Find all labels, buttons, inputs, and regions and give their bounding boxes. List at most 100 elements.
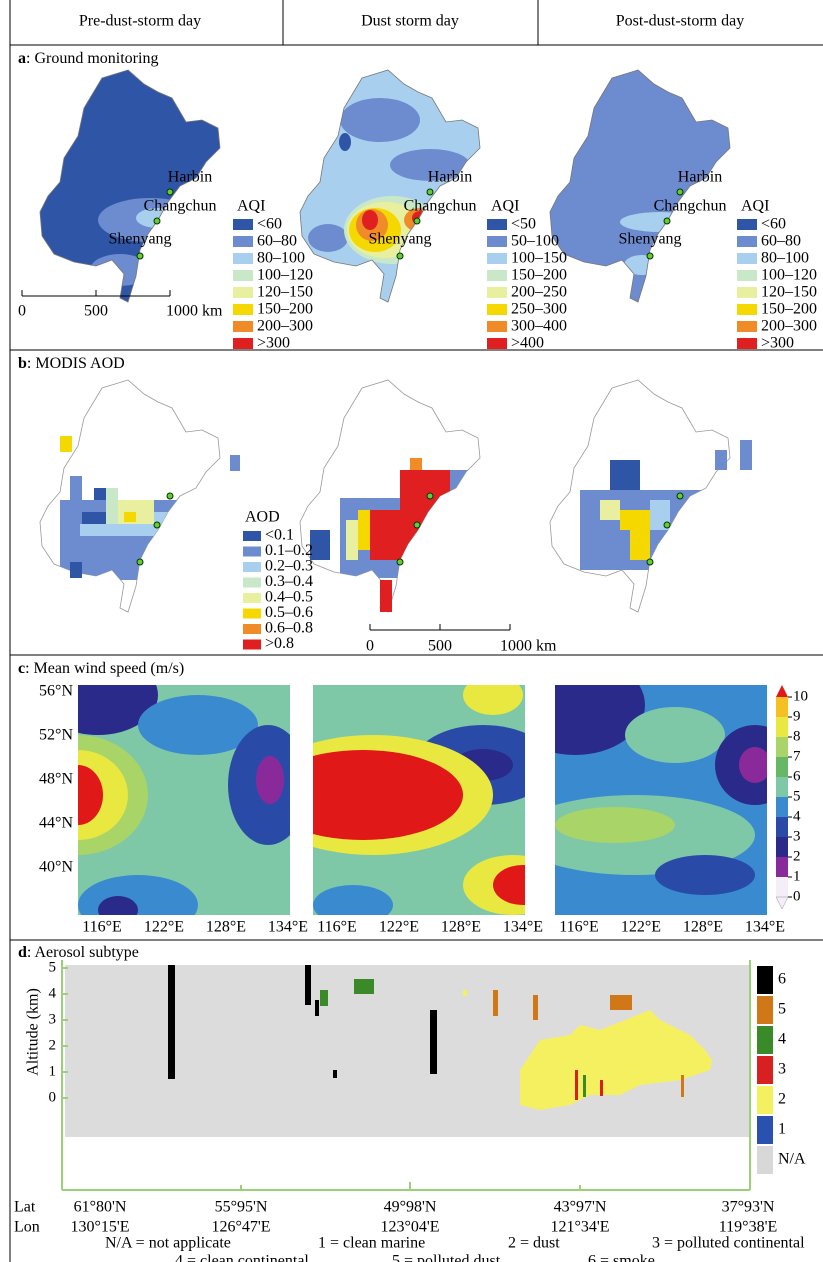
colorbar-label: 2 [793, 848, 801, 864]
lon-label: Lon [14, 1219, 40, 1236]
legend-swatch [757, 1026, 773, 1054]
y-tick-label: 4 [49, 985, 57, 1001]
legend-swatch [233, 219, 253, 230]
lat-value: 49°98'N [384, 1199, 437, 1216]
city-dot [664, 522, 670, 528]
city-dot [397, 253, 403, 259]
legend-note: 1 = clean marine [318, 1235, 425, 1252]
panel-title: d: Aerosol subtype [18, 944, 139, 961]
legend-swatch [737, 304, 757, 315]
wind-map [253, 675, 563, 925]
city-dot [647, 559, 653, 565]
city-label: Harbin [168, 169, 212, 186]
legend-label: 200–300 [257, 318, 313, 335]
legend-swatch [737, 270, 757, 281]
city-dot [427, 493, 433, 499]
legend-swatch [233, 287, 253, 298]
x-tick-label: 128°E [683, 919, 723, 936]
panel-letter: a [18, 50, 26, 67]
city-dot [137, 253, 143, 259]
lat-value: 43°97'N [554, 1199, 607, 1216]
panel-title-text: : Aerosol subtype [27, 944, 139, 961]
legend-label: 150–200 [511, 267, 567, 284]
legend-label: >300 [257, 335, 290, 352]
legend-label: 0.3–0.4 [265, 573, 313, 590]
lon-value: 121°34'E [550, 1219, 609, 1236]
legend-label: 100–150 [511, 250, 567, 267]
colorbar-label: 3 [793, 828, 801, 844]
legend-swatch [737, 338, 757, 349]
city-label: Shenyang [108, 231, 171, 248]
x-tick-label: 128°E [441, 919, 481, 936]
aod-map [40, 380, 240, 612]
legend-label: 100–120 [761, 267, 817, 284]
legend-label: 200–300 [761, 318, 817, 335]
legend-label: 3 [778, 1061, 786, 1078]
legend-label: 250–300 [511, 301, 567, 318]
legend-title: AQI [237, 198, 265, 215]
y-tick-label: 1 [49, 1063, 57, 1079]
legend-swatch [243, 578, 261, 588]
aqi-map [550, 70, 740, 310]
y-tick-label: 44°N [39, 815, 73, 832]
lat-label: Lat [14, 1199, 36, 1216]
legend-note: 2 = dust [508, 1235, 560, 1252]
y-tick-label: 3 [49, 1011, 57, 1027]
y-axis-label: Altitude (km) [25, 988, 42, 1076]
legend-swatch [757, 966, 773, 994]
y-tick-label: 0 [49, 1089, 57, 1105]
legend-note: 3 = polluted continental [652, 1235, 805, 1252]
legend-label: 200–250 [511, 284, 567, 301]
scale-bar [22, 290, 170, 296]
legend-swatch [243, 640, 261, 650]
legend-label: 120–150 [761, 284, 817, 301]
legend-swatch [233, 253, 253, 264]
city-label: Changchun [144, 198, 217, 215]
panel-title-text: : Ground monitoring [26, 50, 158, 67]
panel-title-text: : MODIS AOD [27, 355, 125, 372]
legend-label: 60–80 [761, 233, 801, 250]
colorbar-segment [776, 777, 788, 797]
colorbar-segment [776, 837, 788, 857]
x-tick-label: 122°E [144, 919, 184, 936]
wind-map [505, 655, 795, 915]
scale-label: 0 [18, 303, 26, 320]
legend-swatch [757, 1116, 773, 1144]
column-header: Post-dust-storm day [616, 13, 744, 30]
scale-label: 0 [366, 638, 374, 655]
city-dot [647, 253, 653, 259]
legend-label: 120–150 [257, 284, 313, 301]
city-label: Harbin [428, 169, 472, 186]
y-tick-label: 2 [49, 1037, 57, 1053]
legend-swatch [233, 304, 253, 315]
legend-swatch [757, 1146, 773, 1174]
legend-label: 300–400 [511, 318, 567, 335]
lon-value: 119°38'E [719, 1219, 777, 1236]
legend-note: 6 = smoke [588, 1253, 655, 1262]
x-tick-label: 116°E [82, 919, 122, 936]
city-dot [414, 522, 420, 528]
x-tick-label: 134°E [745, 919, 785, 936]
legend-label: 100–120 [257, 267, 313, 284]
legend-swatch [243, 531, 261, 541]
legend-swatch [737, 321, 757, 332]
scale-label: 1000 km [500, 638, 557, 655]
x-tick-label: 134°E [503, 919, 543, 936]
panel-letter: b [18, 355, 27, 372]
legend-swatch [243, 562, 261, 572]
column-header: Dust storm day [361, 13, 459, 30]
legend-swatch [737, 236, 757, 247]
legend-swatch [487, 270, 507, 281]
scale-bar [370, 624, 510, 630]
legend-swatch [487, 287, 507, 298]
legend-label: 5 [778, 1001, 786, 1018]
city-label: Harbin [678, 169, 722, 186]
panel-letter: c [18, 660, 25, 677]
panel-title: a: Ground monitoring [18, 50, 158, 67]
city-dot [154, 218, 160, 224]
legend-label: 80–100 [761, 250, 809, 267]
legend-swatch [487, 338, 507, 349]
city-dot [167, 189, 173, 195]
legend-label: 80–100 [257, 250, 305, 267]
lon-value: 123°04'E [380, 1219, 439, 1236]
